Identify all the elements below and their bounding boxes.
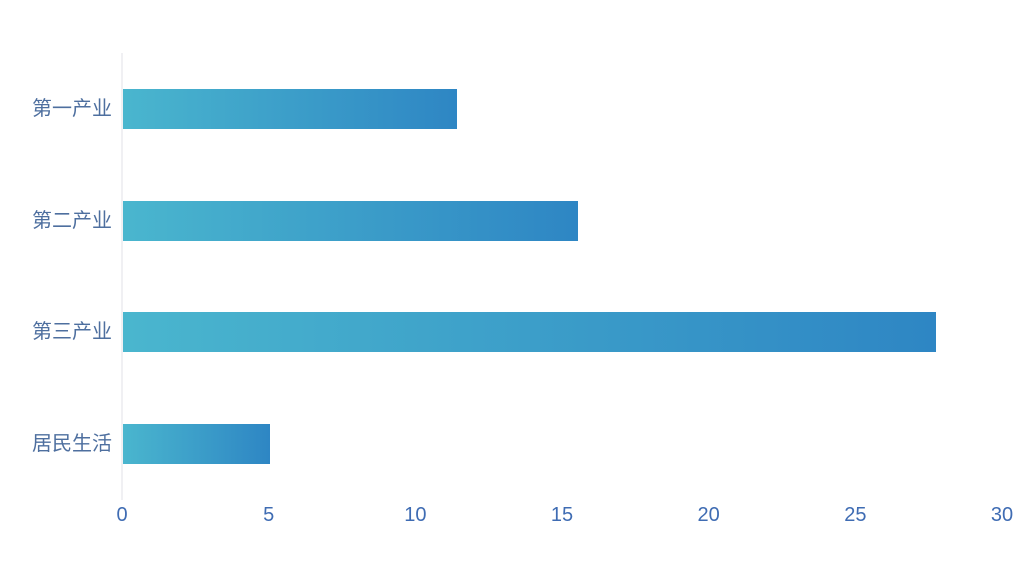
bar-1[interactable] bbox=[123, 88, 458, 129]
category-label-1: 第一产业 bbox=[32, 97, 112, 120]
x-tick-label-30: 30 bbox=[990, 504, 1014, 526]
x-tick-label-20: 20 bbox=[697, 504, 720, 526]
x-tick-label-25: 25 bbox=[844, 504, 867, 526]
x-tick-label-5: 5 bbox=[263, 504, 275, 526]
category-label-3: 第三产业 bbox=[32, 321, 112, 344]
category-axis-line bbox=[121, 53, 123, 500]
x-tick-label-10: 10 bbox=[404, 504, 427, 526]
category-label-2: 第二产业 bbox=[32, 209, 112, 232]
x-tick-label-0: 0 bbox=[116, 504, 128, 526]
bar-4[interactable] bbox=[123, 424, 270, 465]
category-label-4: 居民生活 bbox=[32, 433, 112, 456]
x-tick-label-15: 15 bbox=[550, 504, 574, 526]
bar-3[interactable] bbox=[123, 312, 936, 353]
bar-2[interactable] bbox=[123, 200, 578, 241]
